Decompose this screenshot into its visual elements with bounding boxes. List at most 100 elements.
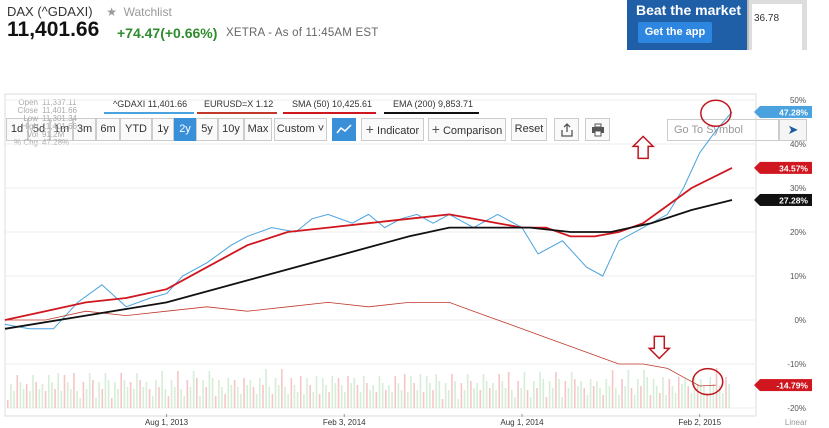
volume-bar [577, 386, 579, 408]
indicator-button[interactable]: + Indicator [361, 118, 424, 141]
star-icon[interactable]: ★ [106, 5, 117, 19]
volume-bar [366, 383, 368, 408]
end-badge-label: 34.57% [779, 163, 808, 173]
volume-bar [277, 385, 280, 408]
ohlc-stats: Open 11,337.11 Close 11,401.66 Low 11,301.3… [8, 99, 77, 147]
volume-bar [488, 388, 491, 408]
plus-icon: + [431, 121, 440, 137]
volume-bar [274, 378, 277, 408]
legend-eurusd[interactable]: EURUSD=X 1.12 [204, 99, 274, 109]
custom-dropdown[interactable]: Custom ˅ [274, 118, 327, 141]
range-6m[interactable]: 6m [96, 118, 120, 141]
watchlist-link[interactable]: Watchlist [123, 5, 172, 19]
end-badge [760, 161, 812, 174]
volume-bar [410, 376, 412, 408]
print-button[interactable] [585, 118, 610, 141]
volume-bar [684, 379, 686, 408]
volume-bar [25, 384, 28, 408]
range-10y[interactable]: 10y [218, 118, 244, 141]
volume-bar [73, 373, 75, 408]
share-button[interactable] [554, 118, 579, 141]
volume-bar [271, 394, 274, 408]
x-tick-label: Feb 3, 2014 [323, 418, 366, 427]
volume-bar [558, 379, 560, 408]
volume-bar [196, 378, 198, 408]
volume-bar [205, 387, 208, 408]
legend-ema[interactable]: EMA (200) 9,853.71 [393, 99, 474, 109]
stat-row: % Chg 47.28% [8, 139, 77, 147]
legend-line-ema [384, 112, 479, 114]
volume-bar [281, 369, 283, 408]
app-ad-banner[interactable]: Beat the market Get the app 36.78 [627, 0, 807, 50]
volume-bar [98, 382, 100, 408]
quote-header: DAX (^GDAXI) ★ Watchlist 11,401.66 +74.4… [0, 0, 829, 56]
annotation-circle [692, 367, 724, 396]
volume-bar [551, 388, 554, 408]
volume-bar [167, 396, 170, 408]
end-badge-label: -14.79% [776, 381, 808, 391]
range-5y[interactable]: 5y [196, 118, 218, 141]
volume-bar [129, 382, 132, 408]
volume-bar [501, 381, 504, 408]
y-tick-label: 10% [790, 272, 806, 281]
title-row: DAX (^GDAXI) ★ Watchlist [7, 4, 172, 19]
get-app-button[interactable]: Get the app [638, 22, 712, 43]
legend-gdaxi[interactable]: ^GDAXI 11,401.66 [113, 99, 188, 109]
volume-bar [640, 386, 642, 408]
reset-button[interactable]: Reset [511, 118, 547, 141]
volume-bar [337, 378, 340, 408]
volume-bar [457, 399, 460, 408]
range-max[interactable]: Max [244, 118, 272, 141]
volume-bar [104, 373, 107, 408]
volume-bar [82, 382, 85, 408]
end-badge-label: 47.28% [779, 107, 808, 117]
print-icon [591, 123, 604, 137]
volume-bar [504, 388, 507, 408]
end-badge-pointer [754, 105, 760, 118]
volume-bar [693, 377, 696, 408]
volume-bar [385, 390, 387, 408]
range-ytd[interactable]: YTD [120, 118, 152, 141]
volume-bar [728, 384, 730, 408]
volume-bar [407, 392, 409, 408]
volume-bar [712, 384, 715, 408]
volume-bar [126, 387, 129, 408]
range-3m[interactable]: 3m [73, 118, 96, 141]
volume-bar [35, 382, 37, 408]
volume-bar [463, 390, 466, 408]
volume-bar [95, 398, 97, 408]
stat-row: Low 11,301.34 [8, 115, 77, 123]
volume-bar [514, 397, 516, 408]
volume-bar [340, 385, 343, 408]
volume-bar [224, 394, 226, 408]
ad-title: Beat the market [636, 2, 742, 18]
range-1d[interactable]: 1d [6, 118, 28, 141]
legend-sma[interactable]: SMA (50) 10,425.61 [292, 99, 373, 109]
line-chart-button[interactable] [332, 118, 356, 141]
end-badge [760, 105, 812, 118]
volume-bar [246, 385, 248, 408]
volume-bar [177, 371, 179, 408]
price-chart[interactable]: 50% 40% 30% 20% 10% 0% -10% -20% Aug 1, 2013 Feb … [0, 92, 829, 428]
range-5d[interactable]: 5d [28, 118, 50, 141]
price-value: 11,401.66 [7, 18, 100, 41]
volume-bar [230, 385, 233, 408]
volume-bar [718, 386, 721, 408]
volume-bar [605, 379, 608, 408]
arrow-right-icon[interactable]: ➤ [779, 119, 807, 141]
stat-label: Vol [26, 130, 38, 139]
volume-bar [429, 383, 431, 408]
volume-bar [79, 398, 82, 408]
volume-bar [529, 397, 532, 408]
comparison-button[interactable]: + Comparison [428, 118, 506, 141]
volume-bar [536, 388, 538, 408]
end-badge-pointer [754, 193, 760, 206]
volume-bar [70, 389, 72, 408]
range-1y[interactable]: 1y [152, 118, 174, 141]
volume-bar [655, 386, 658, 408]
symbol-search-input[interactable]: Go To Symbol [667, 119, 779, 141]
volume-bar [13, 391, 15, 408]
volume-bar [589, 379, 592, 408]
range-1m[interactable]: 1m [50, 118, 73, 141]
range-2y[interactable]: 2y [174, 118, 196, 141]
